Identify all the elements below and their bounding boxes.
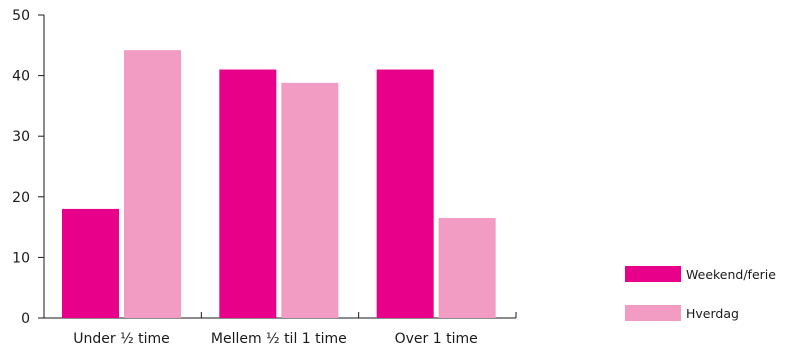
x-tick-label: Over 1 time (395, 331, 478, 347)
y-tick-label: 20 (12, 190, 30, 206)
x-tick-label: Mellem ½ til 1 time (211, 331, 347, 347)
bars (62, 50, 496, 318)
legend-label: Hverdag (686, 306, 739, 321)
bar-hverdag (438, 218, 496, 318)
bar-weekend-ferie (62, 208, 119, 318)
y-axis: 0 10 20 30 40 50 (12, 8, 45, 327)
y-tick-label: 50 (12, 8, 30, 24)
legend: Weekend/ferie Hverdag (625, 266, 776, 321)
y-tick-label: 30 (12, 129, 30, 145)
legend-label: Weekend/ferie (686, 267, 776, 282)
bar-weekend-ferie (376, 69, 434, 318)
y-tick-label: 40 (12, 69, 30, 85)
bar-weekend-ferie (219, 69, 277, 318)
legend-swatch-hverdag (625, 305, 681, 321)
y-tick-label: 10 (12, 250, 30, 266)
bar-hverdag (124, 50, 181, 318)
x-tick-label: Under ½ time (73, 331, 169, 347)
bar-hverdag (281, 82, 339, 318)
y-tick-label: 0 (21, 311, 30, 327)
x-axis: Under ½ time Mellem ½ til 1 time Over 1 ti… (44, 312, 517, 347)
legend-swatch-weekend-ferie (625, 266, 681, 282)
